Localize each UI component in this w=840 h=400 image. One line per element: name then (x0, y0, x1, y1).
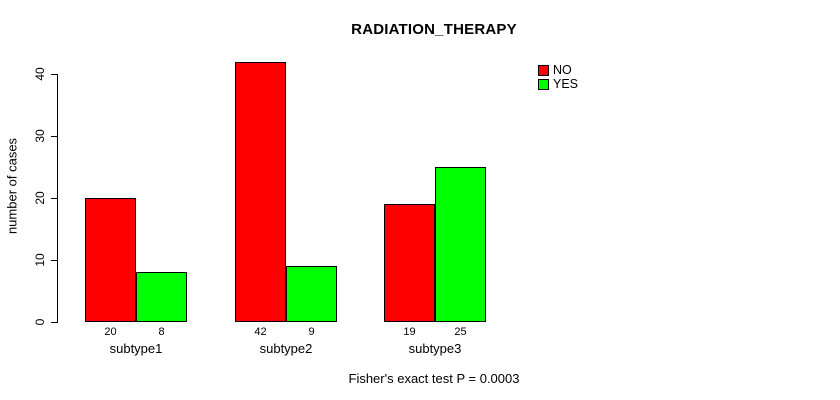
bar-no-subtype3 (384, 204, 435, 322)
y-tick-label: 0 (33, 318, 47, 326)
y-tick-label: 40 (33, 67, 47, 81)
bar-yes-subtype2 (286, 266, 337, 322)
bar-value-label: 25 (454, 326, 467, 338)
legend-swatch-no (538, 64, 549, 76)
y-tick-mark (51, 135, 58, 137)
y-tick-mark (51, 259, 58, 261)
category-label-subtype1: subtype1 (109, 341, 163, 356)
y-tick-label: 30 (33, 129, 47, 143)
bar-no-subtype2 (235, 62, 286, 322)
legend-label-yes: YES (553, 77, 579, 91)
bar-yes-subtype3 (435, 167, 486, 322)
bar-value-label: 42 (254, 326, 267, 338)
y-tick-mark (51, 197, 58, 199)
bar-value-label: 20 (104, 326, 117, 338)
y-axis-label: number of cases (4, 137, 20, 235)
bar-value-label: 9 (308, 326, 315, 338)
legend-row-yes: YES (538, 77, 578, 91)
footnote-fisher-test: Fisher's exact test P = 0.0003 (348, 371, 520, 386)
y-tick-mark (51, 321, 58, 323)
chart-title: RADIATION_THERAPY (351, 21, 517, 38)
bar-value-label: 19 (403, 326, 416, 338)
y-tick-label: 10 (33, 253, 47, 267)
category-label-subtype3: subtype3 (408, 341, 462, 356)
bar-yes-subtype1 (136, 272, 187, 322)
y-tick-label: 20 (33, 191, 47, 205)
legend-row-no: NO (538, 63, 578, 77)
legend-label-no: NO (553, 63, 572, 77)
category-label-subtype2: subtype2 (259, 341, 313, 356)
legend-swatch-yes (538, 78, 549, 90)
bar-no-subtype1 (85, 198, 136, 322)
y-tick-mark (51, 73, 58, 75)
bar-value-label: 8 (158, 326, 165, 338)
legend: NO YES (538, 63, 578, 91)
